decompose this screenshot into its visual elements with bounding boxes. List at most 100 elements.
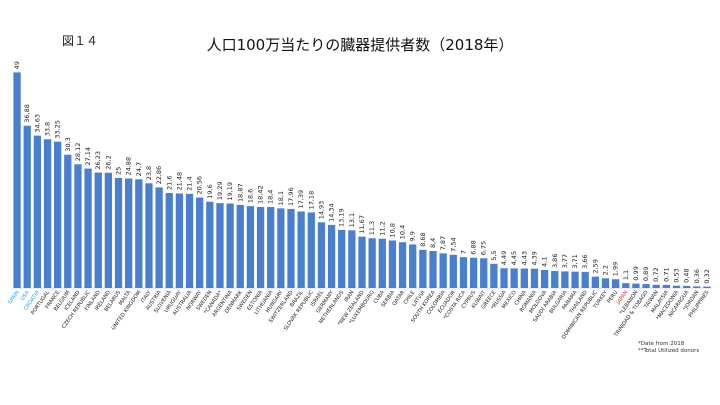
footnote: *Date from 2018 **Total Utilized donors: [638, 341, 699, 355]
value-label: 24,88: [125, 157, 133, 176]
bar: [236, 204, 244, 288]
value-label: 25: [115, 167, 123, 175]
value-label: 21,4: [186, 176, 194, 190]
category-label: USA: [20, 289, 31, 302]
value-label: 6,75: [480, 241, 488, 255]
bar: [175, 193, 184, 288]
bar: [165, 192, 173, 288]
bar: [135, 179, 143, 288]
bar: [429, 251, 437, 288]
value-label: 19,19: [226, 182, 234, 201]
value-label: 26,23: [94, 151, 102, 170]
bar: [449, 254, 457, 288]
bar: [368, 238, 376, 288]
value-label: 4,43: [520, 251, 528, 265]
value-label: 4,49: [500, 251, 508, 265]
value-label: 4,45: [510, 251, 518, 265]
value-label: 7,87: [439, 236, 447, 250]
bar: [398, 242, 407, 288]
bar: [581, 271, 589, 288]
bar: [632, 283, 640, 288]
bar: [206, 201, 214, 288]
bar: [307, 212, 315, 288]
value-label: 0,72: [652, 267, 660, 281]
value-label: 17,96: [287, 187, 295, 206]
value-label: 34,63: [33, 114, 41, 133]
value-label: 3,66: [581, 254, 589, 268]
value-label: 20,56: [196, 176, 204, 195]
value-label: 0,53: [672, 268, 680, 282]
value-label: 13,19: [338, 208, 346, 227]
bar: [703, 286, 711, 288]
value-label: 33,25: [54, 120, 62, 139]
bar: [409, 244, 417, 288]
value-label: 1,99: [612, 262, 620, 276]
bar: [226, 203, 234, 288]
bar: [185, 193, 194, 288]
value-label: 14,34: [328, 203, 336, 222]
bar: [622, 283, 630, 288]
value-label: 4,39: [530, 251, 538, 265]
bar: [591, 276, 599, 288]
bar: [33, 135, 42, 288]
value-label: 11,3: [368, 221, 376, 235]
value-label: 18,87: [236, 183, 244, 202]
chart-title: 人口100万当たりの臓器提供者数（2018年）: [206, 36, 514, 54]
bar: [601, 278, 610, 288]
category-label: SPAIN: [7, 290, 21, 306]
value-label: 0,89: [642, 267, 650, 281]
bar: [74, 164, 82, 288]
bar: [419, 249, 427, 288]
value-label: 17,39: [297, 190, 305, 209]
bar: [652, 284, 660, 288]
bar: [287, 208, 295, 288]
bar: [510, 268, 518, 288]
bar: [662, 284, 670, 288]
value-label: 23,8: [145, 166, 153, 180]
value-label: 2,59: [591, 259, 599, 273]
bar: [54, 141, 62, 288]
bar: [571, 271, 579, 288]
bar: [642, 284, 650, 288]
value-label: 30,3: [64, 137, 72, 151]
value-label: 3,71: [571, 254, 579, 268]
bar: [104, 172, 113, 288]
bar: [145, 183, 153, 288]
bar: [520, 268, 528, 288]
bar: [338, 229, 346, 288]
bar: [348, 230, 356, 288]
value-label: 17,18: [307, 191, 315, 210]
bar: [561, 271, 569, 288]
bar: [267, 207, 275, 288]
bar: [500, 268, 508, 288]
bar: [155, 187, 163, 288]
bar: [388, 240, 397, 288]
bar: [84, 168, 92, 288]
bar: [216, 203, 224, 288]
value-label: 18,42: [257, 185, 265, 204]
value-label: 5,5: [490, 250, 498, 260]
value-label: 8,68: [419, 232, 427, 246]
bar: [94, 172, 102, 288]
value-label: 24,7: [135, 162, 143, 176]
value-label: 0,71: [662, 267, 670, 281]
bar: [358, 236, 366, 288]
bar: [13, 72, 21, 289]
value-label: 11,67: [358, 215, 366, 234]
bar: [693, 286, 701, 288]
bar: [439, 253, 447, 288]
bar: [23, 125, 31, 288]
value-label: 27,14: [84, 147, 92, 166]
bar: [43, 139, 52, 288]
bar: [540, 269, 549, 288]
bar: [196, 197, 204, 288]
value-label: 9,9: [409, 231, 417, 241]
value-label: 13,1: [348, 213, 356, 227]
value-label: 19,29: [216, 182, 224, 201]
value-label: 49: [13, 61, 21, 69]
bar: [469, 257, 478, 288]
bar: [490, 263, 498, 288]
bar: [530, 268, 539, 288]
bar: [672, 285, 681, 288]
